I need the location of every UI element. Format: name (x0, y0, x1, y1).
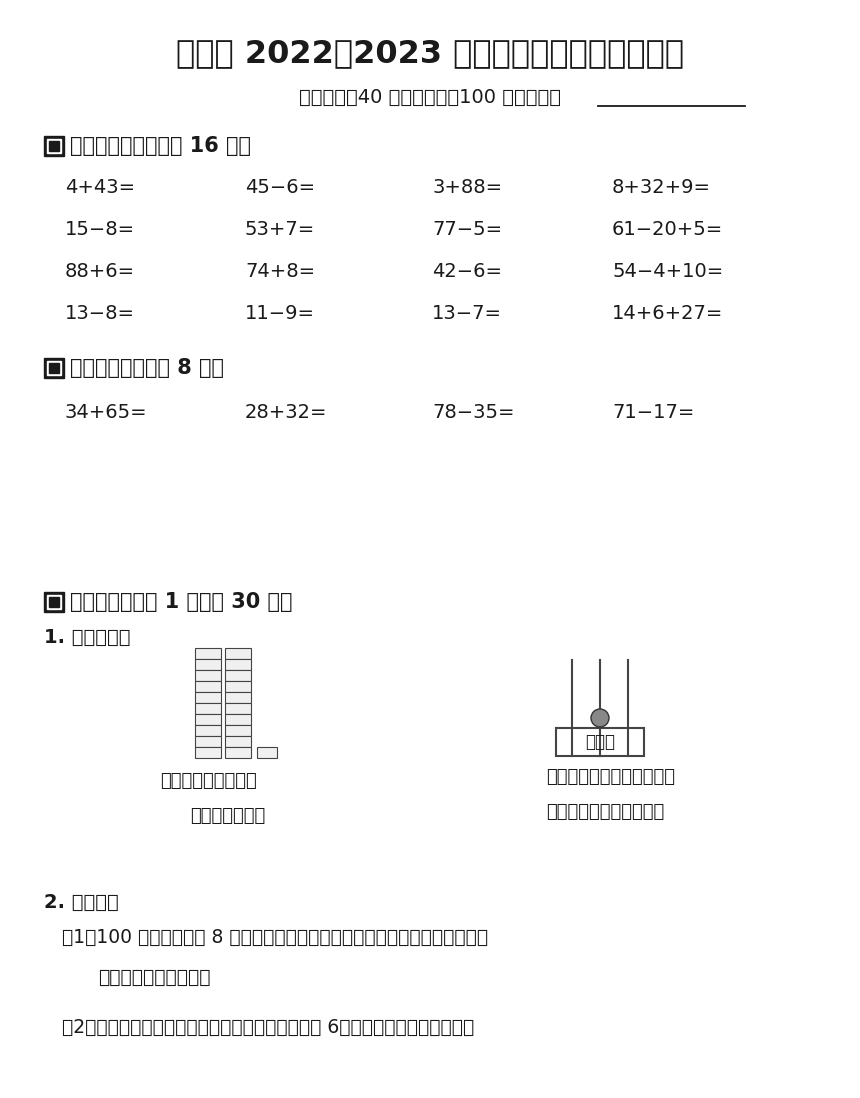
Text: 28+32=: 28+32= (245, 403, 328, 422)
Text: 71−17=: 71−17= (612, 403, 694, 422)
Text: 百十个: 百十个 (585, 733, 615, 751)
Text: 2. 填一填。: 2. 填一填。 (44, 893, 119, 912)
Text: 77−5=: 77−5= (432, 220, 502, 239)
Bar (49, 141, 59, 152)
Text: 填一填。（每空 1 分，共 30 分）: 填一填。（每空 1 分，共 30 分） (70, 592, 292, 612)
Bar (195, 670, 221, 681)
Text: 61−20+5=: 61−20+5= (612, 220, 723, 239)
Text: （2）一个两位数，它的个位与十位上的数字的和是 6，这个数最小是（　　）。: （2）一个两位数，它的个位与十位上的数字的和是 6，这个数最小是（ ）。 (62, 1018, 474, 1037)
Text: 15−8=: 15−8= (65, 220, 135, 239)
Text: 的一个数是（　　）。: 的一个数是（ ）。 (98, 968, 211, 987)
Bar (225, 736, 251, 747)
Text: 74+8=: 74+8= (245, 262, 315, 281)
Bar (195, 692, 221, 703)
Text: 13−8=: 13−8= (65, 304, 135, 323)
Bar (195, 747, 221, 758)
Bar (225, 692, 251, 703)
Bar (195, 659, 221, 670)
Text: 个一是（　）。: 个一是（ ）。 (190, 807, 265, 825)
Text: 考试时间：40 分钟　满分：100 分　成绩：: 考试时间：40 分钟 满分：100 分 成绩： (299, 88, 561, 107)
Text: 南京市 2022～2023 学年期末真题优化卷（一）: 南京市 2022～2023 学年期末真题优化卷（一） (176, 38, 684, 69)
Bar (44, 358, 64, 378)
Text: 34+65=: 34+65= (65, 403, 148, 422)
Text: （1）100 以内个位上是 8 的数有（　　）个，其中最大的是（　　），它后面: （1）100 以内个位上是 8 的数有（ ）个，其中最大的是（ ），它后面 (62, 928, 488, 946)
Text: 13−7=: 13−7= (432, 304, 502, 323)
Bar (225, 681, 251, 692)
Text: 用绚式计算。（共 8 分）: 用绚式计算。（共 8 分） (70, 358, 224, 378)
Bar (225, 747, 251, 758)
Text: 3+88=: 3+88= (432, 178, 502, 197)
Text: 8+32+9=: 8+32+9= (612, 178, 711, 197)
Bar (49, 363, 59, 373)
Bar (44, 136, 64, 156)
Bar (195, 681, 221, 692)
Text: （　）个十和（　）: （ ）个十和（ ） (160, 772, 257, 789)
Text: 4+43=: 4+43= (65, 178, 135, 197)
Text: 11−9=: 11−9= (245, 304, 315, 323)
Text: 1. 看图填空。: 1. 看图填空。 (44, 628, 131, 647)
Bar (225, 659, 251, 670)
Bar (225, 648, 251, 659)
Text: 88+6=: 88+6= (65, 262, 135, 281)
Bar (195, 703, 221, 714)
Bar (195, 714, 221, 725)
Text: （　）位上的一个珠，表示: （ ）位上的一个珠，表示 (546, 768, 675, 786)
Bar (257, 747, 277, 758)
Text: 54−4+10=: 54−4+10= (612, 262, 723, 281)
Bar (195, 648, 221, 659)
Text: 42−6=: 42−6= (432, 262, 502, 281)
Bar (47, 139, 61, 153)
Text: 14+6+27=: 14+6+27= (612, 304, 723, 323)
Bar (195, 725, 221, 736)
Bar (225, 703, 251, 714)
Bar (225, 670, 251, 681)
Bar (49, 597, 59, 607)
Text: 53+7=: 53+7= (245, 220, 316, 239)
Text: 45−6=: 45−6= (245, 178, 315, 197)
Bar (225, 714, 251, 725)
Text: （　）个十，是（　）。: （ ）个十，是（ ）。 (546, 803, 664, 821)
Bar (225, 725, 251, 736)
Text: 直接写出得数。（共 16 分）: 直接写出得数。（共 16 分） (70, 136, 251, 156)
Bar (47, 361, 61, 376)
Bar (44, 592, 64, 612)
Bar (556, 728, 644, 757)
Bar (47, 595, 61, 609)
Text: 78−35=: 78−35= (432, 403, 514, 422)
Bar (195, 736, 221, 747)
Circle shape (591, 709, 609, 727)
